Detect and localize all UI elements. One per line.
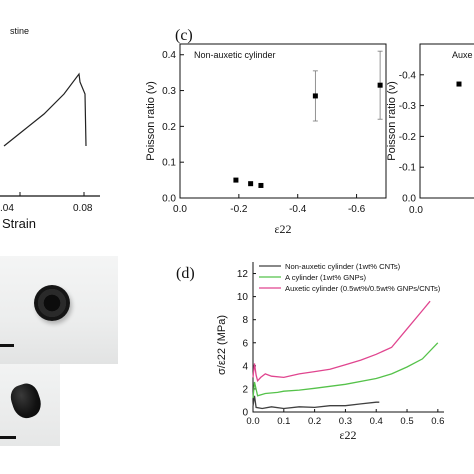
panel-label-c: (c) xyxy=(175,27,193,44)
x-tick-label-d: 0.6 xyxy=(431,416,444,427)
y-ticks-c-right: 0.0 -0.1 -0.2 -0.3 -0.4 xyxy=(399,70,424,205)
y-axis-label-c-right: Poisson ratio (ν) xyxy=(386,81,398,160)
sample-photo-top xyxy=(0,256,118,364)
legend-label-d: A cylinder (1wt% GNPs) xyxy=(285,273,366,282)
y-tick-label-c-right: -0.3 xyxy=(399,101,417,112)
plot-title-c: Non-auxetic cylinder xyxy=(194,50,276,60)
strain-x-label: Strain xyxy=(2,216,36,231)
x-axis-label-c: ε22 xyxy=(274,222,291,236)
panel-d: (d) 0 2 4 6 8 10 12 0.0 0.1 0.2 0.3 0.4 0.5 0.6 Non-… xyxy=(176,262,444,442)
y-tick-label-d: 10 xyxy=(237,292,249,303)
series-lines-d xyxy=(252,300,439,410)
x-tick-label-d: 0.2 xyxy=(308,416,321,427)
data-point-c xyxy=(248,181,254,187)
x-tick-label-d: 0.5 xyxy=(400,416,413,427)
points-c xyxy=(233,50,383,188)
y-tick-label-c: 0.0 xyxy=(162,194,176,205)
legend-label-d: Auxetic cylinder (0.5wt%/0.5wt% GNPs/CNT… xyxy=(285,284,441,293)
series-line-d-2 xyxy=(252,342,439,399)
series-line-d-1 xyxy=(252,395,380,410)
data-point-c xyxy=(233,177,239,183)
strain-legend-fragment: stine xyxy=(10,26,29,36)
plot-frame-c-right xyxy=(419,43,474,199)
y-tick-label-c-right: -0.1 xyxy=(399,163,417,174)
series-line-d-3 xyxy=(252,300,431,383)
plot-frame-c xyxy=(179,43,387,199)
x-tick-label-c-right: 0.0 xyxy=(409,205,423,216)
y-tick-label-c: 0.1 xyxy=(162,158,176,169)
legend-d: Non-auxetic cylinder (1wt% CNTs) A cylind… xyxy=(259,262,441,293)
y-tick-label-c: 0.2 xyxy=(162,122,176,133)
x-tick-label-d: 0.3 xyxy=(339,416,352,427)
cylinder-sample-top xyxy=(34,285,70,321)
y-tick-label-d: 12 xyxy=(237,269,249,280)
data-point-c xyxy=(312,93,318,99)
y-tick-label-d: 6 xyxy=(242,338,248,349)
points-c-right xyxy=(456,81,462,87)
strain-curve xyxy=(3,72,87,147)
panel-label-d: (d) xyxy=(176,265,195,282)
x-ticks-c: 0.0 -0.2 -0.4 -0.6 xyxy=(173,194,366,215)
y-axis-label-d: σ/ε22 (MPa) xyxy=(216,315,228,375)
y-tick-label-d: 0 xyxy=(242,408,248,419)
panel-c: (c) Non-auxetic cylinder 0.0 0.1 0.2 0.3 0.4… xyxy=(145,27,387,236)
y-tick-label-c: 0.4 xyxy=(162,50,176,61)
x-axis-label-d: ε22 xyxy=(339,428,356,442)
x-ticks-d: 0.0 0.1 0.2 0.3 0.4 0.5 0.6 xyxy=(246,409,444,427)
y-tick-label-c-right: -0.2 xyxy=(399,132,417,143)
data-point-c xyxy=(258,182,264,188)
data-point-c-right xyxy=(456,81,462,87)
x-tick-label-c: 0.0 xyxy=(173,204,187,215)
plot-title-c-right: Auxe xyxy=(452,50,473,60)
x-tick-label-c: -0.2 xyxy=(230,204,248,215)
y-ticks-c: 0.0 0.1 0.2 0.3 0.4 xyxy=(162,50,184,205)
x-tick-label-d: 0.0 xyxy=(246,416,259,427)
y-tick-label-c-right: 0.0 xyxy=(402,194,416,205)
x-tick-label-d: 0.4 xyxy=(370,416,383,427)
strain-tick-label: .04 xyxy=(0,203,14,214)
x-tick-label-d: 0.1 xyxy=(277,416,290,427)
y-tick-label-d: 8 xyxy=(242,315,248,326)
y-tick-label-c-right: -0.4 xyxy=(399,70,417,81)
sample-photo-bottom xyxy=(0,364,60,446)
scale-bar-top xyxy=(0,344,14,347)
x-tick-label-c: -0.4 xyxy=(289,204,307,215)
y-axis-label-c: Poisson ratio (ν) xyxy=(145,81,157,160)
y-tick-label-c: 0.3 xyxy=(162,86,176,97)
data-point-c xyxy=(377,82,383,88)
y-ticks-d: 0 2 4 6 8 10 12 xyxy=(237,269,256,419)
x-tick-label-c: -0.6 xyxy=(348,204,366,215)
panel-c-right: Auxe 0.0 -0.1 -0.2 -0.3 -0.4 0.0 Poisson rat… xyxy=(386,43,474,216)
scale-bar-bottom xyxy=(0,436,16,439)
strain-panel: stine .04 0.08 Strain xyxy=(0,26,100,231)
y-tick-label-d: 2 xyxy=(242,384,248,395)
y-tick-label-d: 4 xyxy=(242,361,248,372)
legend-label-d: Non-auxetic cylinder (1wt% CNTs) xyxy=(285,262,401,271)
strain-tick-label: 0.08 xyxy=(73,203,93,214)
